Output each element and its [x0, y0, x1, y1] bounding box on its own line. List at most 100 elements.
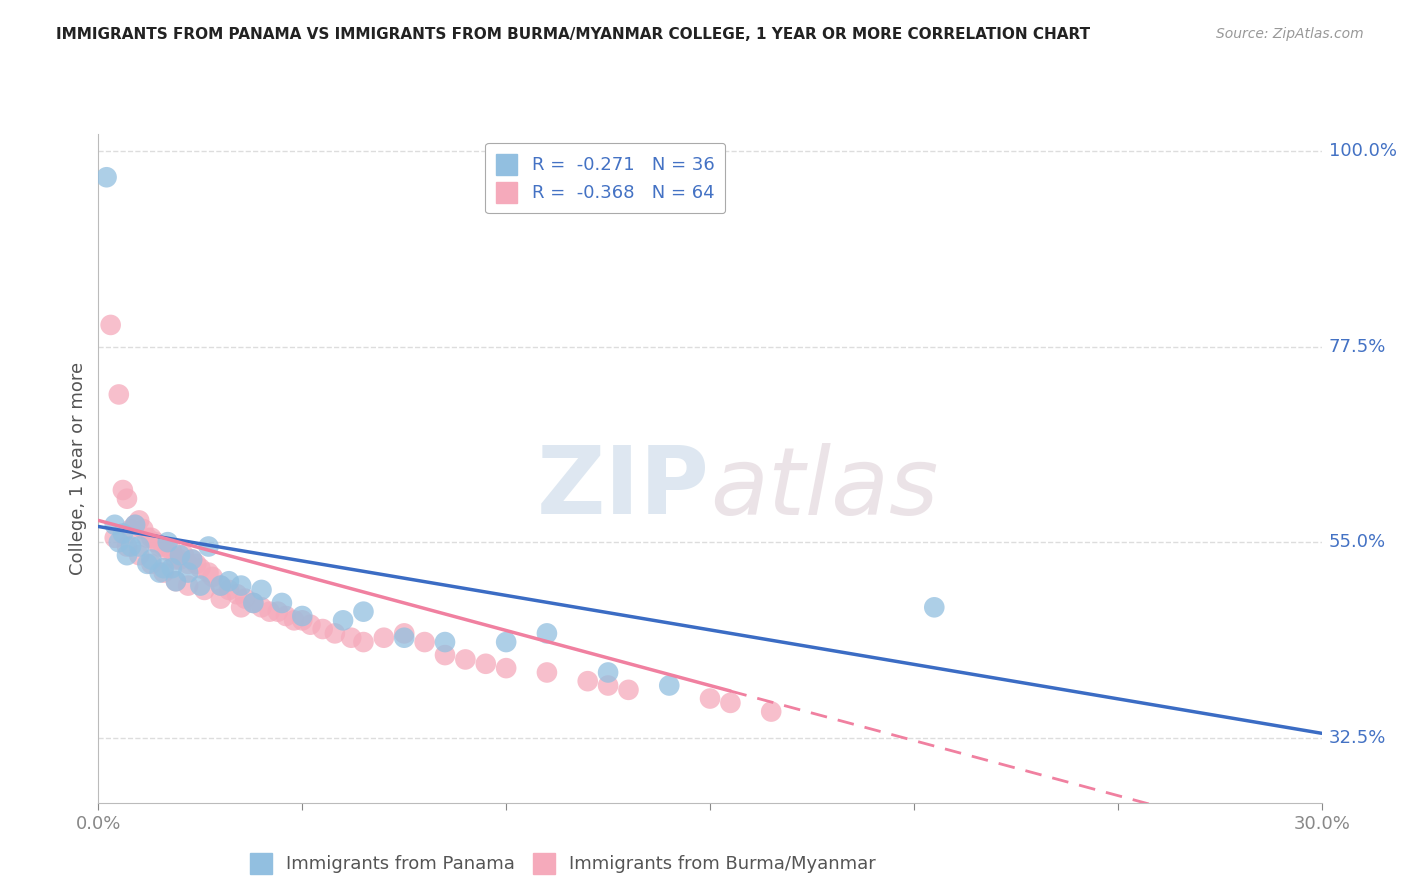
- Text: Source: ZipAtlas.com: Source: ZipAtlas.com: [1216, 27, 1364, 41]
- Point: [218, 574, 240, 589]
- Point: [128, 540, 150, 554]
- Point: [177, 566, 200, 580]
- Point: [111, 483, 134, 497]
- Point: [536, 626, 558, 640]
- Point: [598, 679, 620, 693]
- Point: [128, 513, 150, 527]
- Point: [104, 517, 127, 532]
- Point: [141, 552, 163, 566]
- Point: [128, 548, 150, 562]
- Point: [267, 605, 290, 619]
- Text: 55.0%: 55.0%: [1329, 533, 1386, 551]
- Point: [100, 318, 122, 332]
- Point: [312, 622, 335, 636]
- Point: [761, 705, 783, 719]
- Point: [209, 578, 232, 592]
- Text: 77.5%: 77.5%: [1329, 338, 1386, 356]
- Point: [454, 652, 477, 666]
- Point: [209, 591, 232, 606]
- Point: [141, 531, 163, 545]
- Point: [218, 582, 240, 597]
- Point: [108, 387, 131, 401]
- Point: [699, 691, 721, 706]
- Point: [136, 557, 159, 571]
- Point: [108, 535, 131, 549]
- Point: [181, 552, 204, 566]
- Point: [124, 517, 146, 532]
- Point: [152, 540, 174, 554]
- Point: [136, 531, 159, 545]
- Text: atlas: atlas: [710, 442, 938, 534]
- Point: [111, 526, 134, 541]
- Point: [259, 605, 281, 619]
- Point: [617, 682, 640, 697]
- Point: [495, 635, 517, 649]
- Point: [332, 613, 354, 627]
- Point: [96, 170, 118, 185]
- Point: [323, 626, 346, 640]
- Point: [598, 665, 620, 680]
- Point: [165, 574, 187, 589]
- Point: [188, 578, 212, 592]
- Point: [495, 661, 517, 675]
- Point: [299, 617, 322, 632]
- Point: [474, 657, 498, 671]
- Point: [434, 648, 457, 662]
- Point: [270, 596, 294, 610]
- Point: [120, 522, 142, 536]
- Point: [231, 578, 253, 592]
- Point: [922, 600, 945, 615]
- Point: [197, 566, 219, 580]
- Point: [373, 631, 395, 645]
- Point: [173, 548, 195, 562]
- Point: [340, 631, 363, 645]
- Text: IMMIGRANTS FROM PANAMA VS IMMIGRANTS FROM BURMA/MYANMAR COLLEGE, 1 YEAR OR MORE : IMMIGRANTS FROM PANAMA VS IMMIGRANTS FRO…: [56, 27, 1091, 42]
- Point: [274, 609, 297, 624]
- Point: [283, 613, 305, 627]
- Point: [181, 552, 204, 566]
- Point: [132, 522, 155, 536]
- Point: [231, 600, 253, 615]
- Point: [352, 605, 374, 619]
- Point: [177, 578, 200, 592]
- Point: [226, 587, 249, 601]
- Point: [209, 578, 232, 592]
- Point: [186, 557, 208, 571]
- Point: [152, 561, 174, 575]
- Point: [658, 679, 681, 693]
- Point: [165, 552, 187, 566]
- Point: [141, 557, 163, 571]
- Point: [413, 635, 436, 649]
- Text: 32.5%: 32.5%: [1329, 729, 1386, 747]
- Point: [193, 582, 215, 597]
- Point: [201, 570, 224, 584]
- Point: [291, 613, 314, 627]
- Point: [152, 566, 174, 580]
- Point: [169, 552, 191, 566]
- Point: [165, 574, 187, 589]
- Point: [250, 600, 273, 615]
- Point: [536, 665, 558, 680]
- Point: [104, 531, 127, 545]
- Point: [242, 596, 264, 610]
- Point: [291, 609, 314, 624]
- Point: [156, 544, 179, 558]
- Point: [250, 582, 273, 597]
- Legend: Immigrants from Panama, Immigrants from Burma/Myanmar: Immigrants from Panama, Immigrants from …: [243, 846, 883, 880]
- Point: [124, 517, 146, 532]
- Y-axis label: College, 1 year or more: College, 1 year or more: [69, 362, 87, 574]
- Point: [718, 696, 742, 710]
- Point: [149, 540, 172, 554]
- Point: [392, 631, 416, 645]
- Text: ZIP: ZIP: [537, 442, 710, 534]
- Point: [392, 626, 416, 640]
- Point: [177, 557, 200, 571]
- Text: 100.0%: 100.0%: [1329, 142, 1396, 161]
- Point: [188, 561, 212, 575]
- Point: [115, 491, 138, 506]
- Point: [233, 591, 256, 606]
- Point: [156, 535, 179, 549]
- Point: [169, 548, 191, 562]
- Point: [115, 540, 138, 554]
- Point: [160, 561, 183, 575]
